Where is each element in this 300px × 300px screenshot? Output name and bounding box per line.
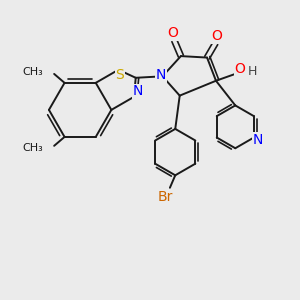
Text: Br: Br xyxy=(158,190,173,204)
Text: O: O xyxy=(212,29,223,43)
Text: S: S xyxy=(116,68,124,82)
Text: O: O xyxy=(167,26,178,40)
Text: H: H xyxy=(248,65,257,78)
Text: CH₃: CH₃ xyxy=(22,67,43,77)
Text: CH₃: CH₃ xyxy=(22,143,43,153)
Text: O: O xyxy=(234,62,245,76)
Text: N: N xyxy=(132,84,143,98)
Text: N: N xyxy=(252,133,262,147)
Text: N: N xyxy=(156,68,166,82)
